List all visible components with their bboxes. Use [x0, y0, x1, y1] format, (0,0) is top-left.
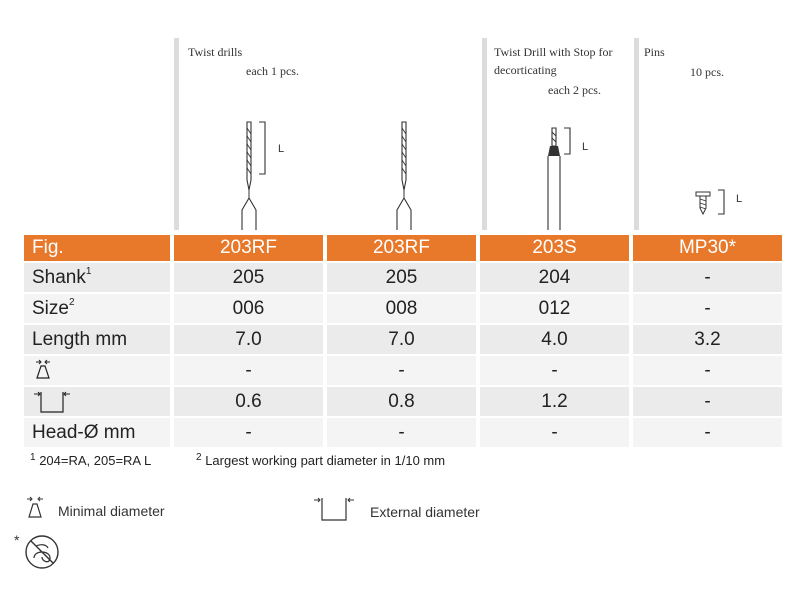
- twist-drill-drawing: [396, 121, 412, 230]
- asterisk-mark: *: [14, 532, 20, 548]
- stop-drill-drawing: L: [547, 127, 588, 230]
- dimension-label-L: L: [278, 143, 284, 155]
- minimal-diameter-label: [24, 356, 170, 385]
- group-title-stop-drill-line1: Twist Drill with Stop for: [494, 45, 613, 59]
- group-qty-stop-drill: each 2 pcs.: [548, 83, 601, 97]
- table-cell: 012: [480, 294, 629, 323]
- length-label: Length mm: [24, 325, 170, 354]
- table-cell: 008: [327, 294, 476, 323]
- table-cell: 7.0: [327, 325, 476, 354]
- group-qty-pins: 10 pcs.: [690, 65, 724, 79]
- table-cell: 204: [480, 263, 629, 292]
- table-row-minimal-diameter: - - - -: [24, 356, 782, 385]
- table-cell: 0.8: [327, 387, 476, 416]
- group-title-twist-drills: Twist drills: [188, 45, 243, 59]
- fig-cell: 203S: [480, 235, 629, 261]
- table-cell: 3.2: [633, 325, 782, 354]
- table-header-row: Fig. 203RF 203RF 203S MP30*: [24, 235, 782, 261]
- table-row-external-diameter: 0.6 0.8 1.2 -: [24, 387, 782, 416]
- fig-cell: MP30*: [633, 235, 782, 261]
- spec-table: Fig. 203RF 203RF 203S MP30* Shank1 205 2…: [20, 233, 786, 449]
- head-diameter-label: Head-Ø mm: [24, 418, 170, 447]
- table-cell: -: [633, 387, 782, 416]
- shank-label: Shank1: [24, 263, 170, 292]
- legend-minimal-diameter: Minimal diameter: [58, 503, 165, 519]
- table-cell: -: [480, 418, 629, 447]
- external-diameter-icon: [314, 497, 354, 521]
- legend-external-diameter: External diameter: [370, 504, 480, 520]
- footnote-1: 1 204=RA, 205=RA L: [30, 452, 152, 468]
- fig-label: Fig.: [24, 235, 170, 261]
- table-cell: -: [633, 263, 782, 292]
- table-cell: 205: [327, 263, 476, 292]
- fig-cell: 203RF: [174, 235, 323, 261]
- table-cell: -: [633, 294, 782, 323]
- external-diameter-icon: [34, 391, 70, 413]
- minimal-diameter-icon: [27, 496, 43, 518]
- svg-text:L: L: [582, 141, 588, 153]
- table-cell: -: [633, 418, 782, 447]
- table-cell: 7.0: [174, 325, 323, 354]
- footnote-2: 2 Largest working part diameter in 1/10 …: [196, 452, 446, 468]
- group-qty-twist-drills: each 1 pcs.: [246, 64, 299, 78]
- svg-text:L: L: [736, 193, 742, 205]
- table-cell: -: [480, 356, 629, 385]
- size-label: Size2: [24, 294, 170, 323]
- table-cell: 4.0: [480, 325, 629, 354]
- do-not-reuse-icon: [25, 535, 59, 569]
- table-cell: 205: [174, 263, 323, 292]
- column-divider: [634, 38, 639, 230]
- pin-drawing: L: [695, 189, 742, 216]
- fig-cell: 203RF: [327, 235, 476, 261]
- table-cell: 1.2: [480, 387, 629, 416]
- minimal-diameter-icon: [36, 360, 50, 380]
- table-cell: -: [174, 418, 323, 447]
- group-title-stop-drill-line2: decorticating: [494, 63, 557, 77]
- table-cell: -: [327, 418, 476, 447]
- table-cell: -: [327, 356, 476, 385]
- table-row-length: Length mm 7.0 7.0 4.0 3.2: [24, 325, 782, 354]
- table-row-shank: Shank1 205 205 204 -: [24, 263, 782, 292]
- table-cell: 006: [174, 294, 323, 323]
- table-cell: -: [633, 356, 782, 385]
- table-row-head-diameter: Head-Ø mm - - - -: [24, 418, 782, 447]
- table-row-size: Size2 006 008 012 -: [24, 294, 782, 323]
- column-divider: [174, 38, 179, 230]
- table-cell: 0.6: [174, 387, 323, 416]
- table-cell: -: [174, 356, 323, 385]
- column-divider: [482, 38, 487, 230]
- twist-drill-drawing: L: [241, 121, 284, 230]
- group-title-pins: Pins: [644, 45, 665, 59]
- external-diameter-label: [24, 387, 170, 416]
